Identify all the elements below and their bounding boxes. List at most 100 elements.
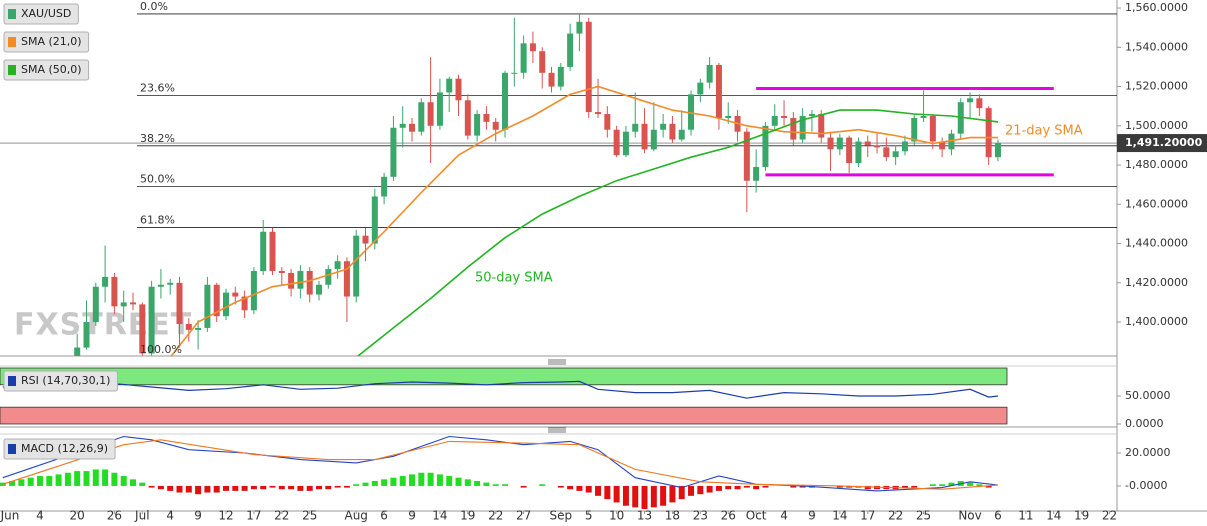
annotation: 21-day SMA: [1005, 124, 1083, 139]
candle-body: [864, 141, 871, 146]
histogram-bar: [976, 484, 983, 486]
histogram-bar: [725, 485, 732, 490]
candle-body: [381, 176, 388, 197]
legend-box: [3, 59, 90, 81]
candle-body: [846, 137, 853, 164]
candle-body: [455, 78, 462, 101]
histogram-bar: [195, 485, 202, 495]
histogram-bar: [102, 469, 109, 486]
candle-body: [576, 21, 583, 34]
legend-label: MACD (12,26,9): [21, 442, 108, 455]
x-tick-label: 4: [36, 509, 44, 523]
histogram-bar: [353, 484, 360, 486]
histogram-bar: [502, 484, 509, 486]
candle-body: [185, 324, 192, 330]
candle-body: [836, 137, 843, 150]
candle-body: [511, 72, 518, 74]
candle-body: [436, 92, 443, 126]
histogram-bar: [362, 482, 369, 486]
candle-body: [418, 102, 425, 132]
candle-body: [269, 231, 276, 272]
watermark: FXSTREET: [14, 308, 192, 343]
histogram-bar: [669, 485, 676, 503]
histogram-bar: [557, 485, 564, 488]
indicator-line: [2, 435, 999, 492]
candle-body: [929, 115, 936, 142]
x-tick-label: 23: [693, 509, 708, 523]
histogram-bar: [613, 485, 620, 503]
candle-body: [604, 114, 611, 130]
candle-body: [650, 129, 657, 150]
fib-label: 100.0%: [140, 343, 182, 356]
histogram-bar: [660, 485, 667, 506]
histogram-bar: [846, 485, 853, 488]
legend-item: RSI (14,70,30,1): [3, 370, 118, 392]
legend-box: [3, 31, 90, 53]
histogram-bar: [715, 485, 722, 491]
histogram-bar: [83, 471, 90, 486]
fib-label: 0.0%: [140, 0, 168, 13]
histogram-bar: [706, 485, 713, 493]
x-tick-label: 12: [218, 509, 233, 523]
histogram-bar: [762, 485, 769, 488]
y-tick-label: 1,560.0000: [1125, 1, 1188, 14]
x-tick-label: 4: [166, 509, 174, 523]
x-tick-label: 9: [194, 509, 202, 523]
candle-body: [306, 271, 313, 295]
legend-item: SMA (21,0): [3, 31, 90, 53]
candle-body: [855, 141, 862, 164]
histogram-bar: [157, 485, 164, 490]
x-tick-label: 17: [246, 509, 261, 523]
x-tick-label: 17: [860, 509, 875, 523]
candle-body: [939, 141, 946, 150]
histogram-bar: [269, 485, 276, 488]
histogram-bar: [343, 485, 350, 488]
histogram-bar: [985, 485, 992, 488]
candle-body: [334, 261, 341, 270]
candle-body: [920, 115, 927, 118]
legend-swatch: [8, 444, 16, 454]
histogram-bar: [278, 485, 285, 490]
fib-label: 61.8%: [140, 213, 175, 226]
resize-handle[interactable]: [548, 359, 566, 365]
resize-handle[interactable]: [548, 427, 566, 433]
candle-body: [595, 112, 602, 115]
candle-body: [548, 72, 555, 87]
candle-body: [762, 125, 769, 168]
candle-body: [492, 121, 499, 130]
x-tick-label: 9: [808, 509, 816, 523]
candle-body: [157, 284, 164, 287]
candle-body: [297, 271, 304, 289]
candle-body: [892, 151, 899, 158]
histogram-bar: [901, 485, 908, 488]
histogram-bar: [688, 485, 695, 496]
x-tick-label: Jul: [134, 509, 149, 523]
histogram-bar: [241, 485, 248, 491]
histogram-bar: [492, 484, 499, 486]
y-tick-label: 50.0000: [1125, 389, 1171, 402]
candle-body: [483, 114, 490, 122]
x-tick-label: 4: [780, 509, 788, 523]
histogram-bar: [148, 485, 155, 488]
histogram-bar: [678, 485, 685, 500]
candle-body: [139, 304, 146, 354]
candle-body: [129, 302, 136, 305]
histogram-bar: [74, 471, 81, 486]
candle-body: [474, 114, 481, 136]
candle-body: [464, 100, 471, 136]
last-price-box: [1117, 134, 1207, 153]
legend-swatch: [8, 37, 16, 47]
histogram-bar: [9, 480, 16, 486]
fib-label: 38.2%: [140, 132, 175, 145]
y-tick-label: 1,480.0000: [1125, 158, 1188, 171]
histogram-bar: [120, 476, 127, 486]
candle-body: [539, 51, 546, 73]
candle-body: [427, 102, 434, 126]
histogram-bar: [911, 485, 918, 488]
histogram-bar: [418, 472, 425, 486]
plot-area: [0, 367, 1008, 425]
candle-body: [102, 276, 109, 287]
legend-label: SMA (21,0): [21, 35, 82, 48]
x-tick-label: 26: [107, 509, 122, 523]
